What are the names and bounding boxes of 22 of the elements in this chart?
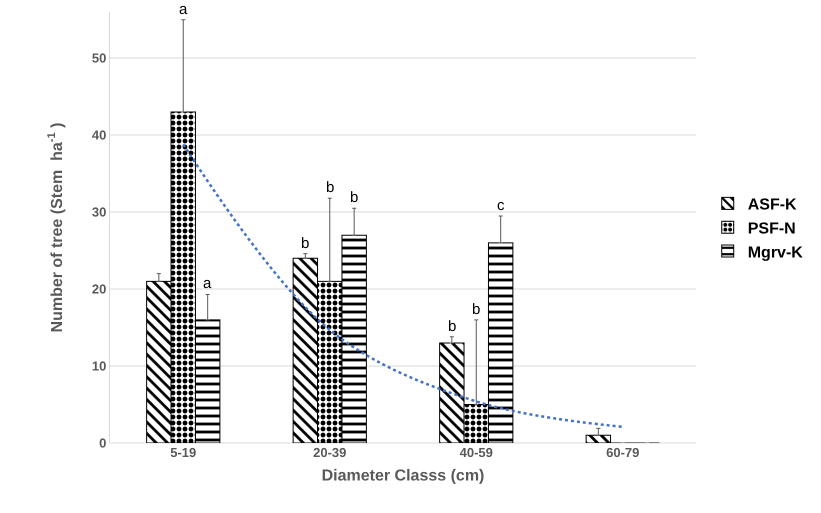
data-label: a [203,275,212,292]
data-label: b [301,235,310,252]
annotation: b [326,179,334,196]
y-tick-label: 50 [92,50,106,66]
y-tick-label: 0 [99,436,106,451]
annotation: a [179,1,188,18]
y-tick-label: 40 [92,128,106,143]
x-tick-label: 5-19 [170,445,196,460]
y-tick-label: 30 [92,204,106,220]
x-tick-label: 60-79 [606,445,640,460]
data-label: c [497,197,505,214]
text: PSF-N [748,220,796,238]
text: ASF-K [748,196,798,214]
x-axis-title: Diameter Classs (cm) [322,468,484,485]
data-label: b [448,318,456,335]
y-tick-label: 20 [92,282,106,297]
x-tick-label: 20-39 [313,445,346,460]
y-tick-label: 10 [92,358,106,374]
text: Mgrv-K [748,244,804,262]
x-tick-label: 40-59 [460,445,493,460]
annotation: b [472,301,480,318]
data-label: b [350,189,358,206]
